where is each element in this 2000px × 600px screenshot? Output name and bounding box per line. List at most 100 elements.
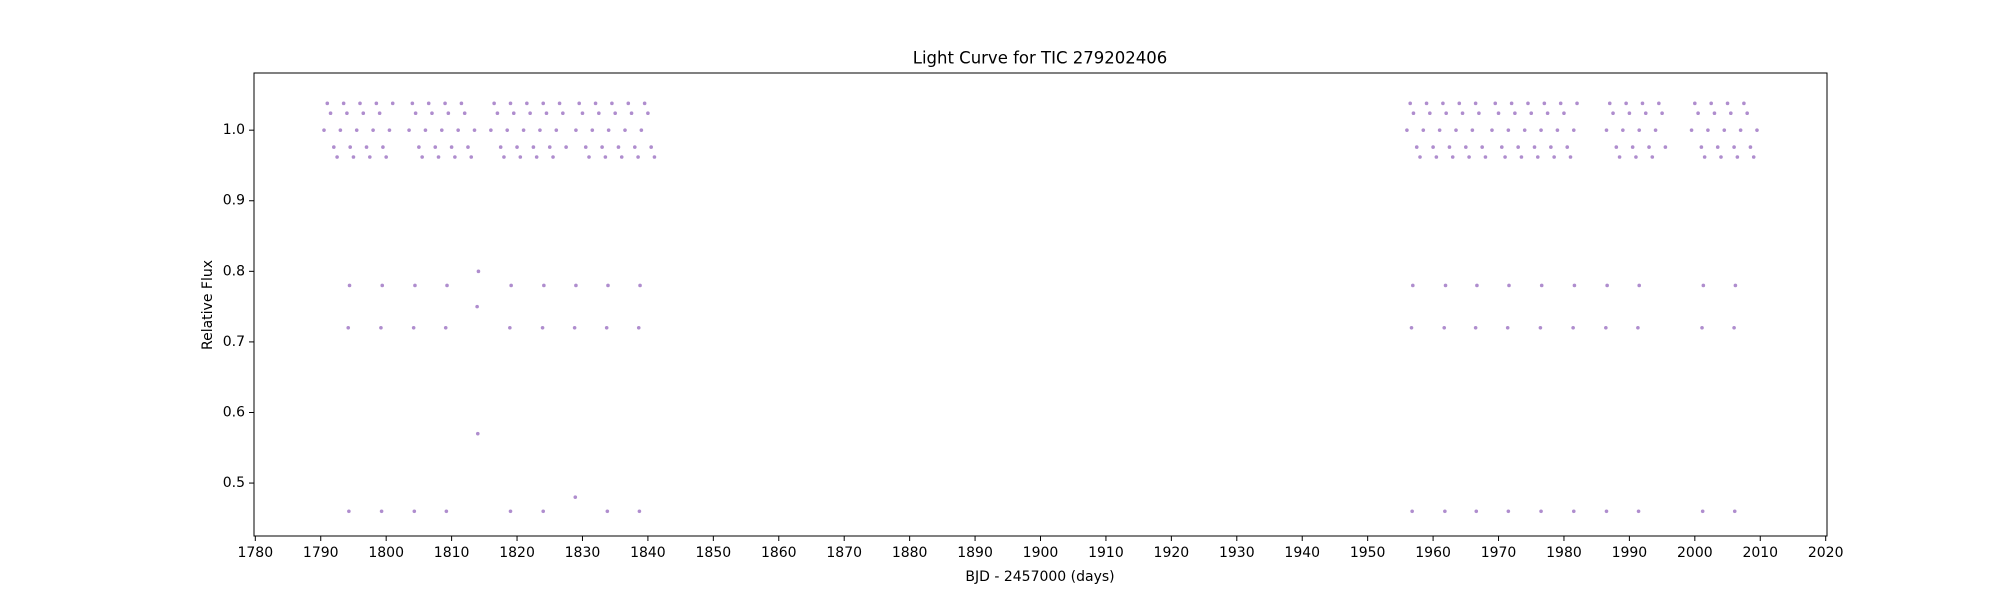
data-point — [1571, 325, 1575, 330]
data-point — [1607, 101, 1612, 106]
data-point — [561, 111, 565, 116]
x-tick-label: 1930 — [1219, 545, 1255, 561]
data-point — [1447, 145, 1452, 149]
x-tick-label: 2020 — [1808, 545, 1844, 561]
data-point — [636, 155, 640, 159]
data-point — [515, 145, 519, 149]
data-point — [492, 101, 496, 106]
data-point — [505, 128, 510, 132]
data-point — [564, 145, 568, 149]
data-point — [1630, 145, 1635, 149]
data-point — [436, 155, 441, 159]
data-point — [348, 145, 352, 149]
data-point — [1636, 509, 1641, 514]
data-point — [1522, 128, 1527, 132]
x-tick-label: 1790 — [303, 545, 339, 561]
data-point — [1431, 145, 1435, 149]
data-point — [547, 145, 552, 149]
data-point — [377, 111, 382, 116]
data-point — [371, 128, 375, 132]
data-point — [325, 101, 330, 106]
data-point — [1473, 325, 1478, 330]
data-point — [1571, 509, 1576, 514]
data-point — [511, 111, 516, 116]
data-point — [541, 509, 546, 514]
data-point — [1660, 111, 1664, 116]
data-point — [540, 325, 545, 330]
data-point — [1454, 128, 1458, 132]
data-point — [423, 128, 428, 132]
data-point — [1538, 325, 1543, 330]
data-point — [1700, 509, 1705, 514]
data-point — [1470, 128, 1475, 132]
data-point — [345, 111, 349, 116]
data-point — [1542, 101, 1547, 106]
x-tick-label: 1910 — [1088, 545, 1124, 561]
data-point — [1428, 111, 1432, 116]
data-point — [508, 101, 513, 106]
data-point — [379, 325, 383, 330]
data-point — [381, 145, 385, 149]
data-point — [525, 101, 529, 106]
data-point — [534, 155, 539, 159]
data-point — [633, 145, 637, 149]
data-point — [1405, 128, 1409, 132]
data-point — [616, 145, 621, 149]
data-point — [1650, 155, 1655, 159]
data-point — [439, 128, 444, 132]
data-point — [1410, 509, 1414, 514]
data-point — [1712, 111, 1717, 116]
data-point — [368, 155, 372, 159]
data-point — [604, 325, 609, 330]
data-point — [1418, 155, 1422, 159]
data-point — [613, 111, 617, 116]
x-tick-label: 2000 — [1677, 545, 1713, 561]
data-point — [557, 101, 562, 106]
data-point — [597, 111, 601, 116]
data-point — [1535, 155, 1540, 159]
data-point — [443, 325, 448, 330]
data-point — [1657, 101, 1661, 106]
data-point — [1424, 101, 1429, 106]
data-point — [1421, 128, 1426, 132]
data-point — [572, 325, 577, 330]
data-point — [433, 145, 438, 149]
data-point — [444, 509, 449, 514]
data-point — [542, 283, 546, 288]
data-point — [587, 155, 591, 159]
data-point — [475, 431, 480, 436]
data-point — [443, 101, 447, 106]
data-point — [426, 101, 431, 106]
data-point — [1509, 101, 1514, 106]
data-point — [1506, 128, 1511, 132]
x-tick-label: 1880 — [892, 545, 928, 561]
y-tick-label: 1.0 — [223, 122, 245, 138]
data-point — [1653, 128, 1658, 132]
data-point — [646, 111, 650, 116]
data-point — [332, 145, 336, 149]
data-point — [413, 111, 418, 116]
data-point — [528, 111, 532, 116]
data-point — [361, 111, 366, 116]
data-point — [445, 283, 449, 288]
data-point — [1475, 283, 1479, 288]
plot-frame — [253, 72, 1828, 537]
data-point — [1526, 101, 1530, 106]
data-point — [1555, 128, 1560, 132]
data-point — [476, 269, 481, 274]
data-point — [1742, 101, 1746, 106]
data-point — [335, 155, 339, 159]
data-point — [518, 155, 523, 159]
data-point — [1701, 283, 1706, 288]
data-point — [1729, 111, 1733, 116]
data-point — [606, 128, 611, 132]
data-point — [1715, 145, 1720, 149]
data-point — [1460, 111, 1465, 116]
x-tick-label: 2010 — [1742, 545, 1778, 561]
data-point — [412, 509, 417, 514]
data-point — [417, 145, 421, 149]
data-point — [1409, 325, 1414, 330]
data-point — [456, 128, 460, 132]
data-point — [1507, 283, 1511, 288]
data-point — [1624, 101, 1628, 106]
